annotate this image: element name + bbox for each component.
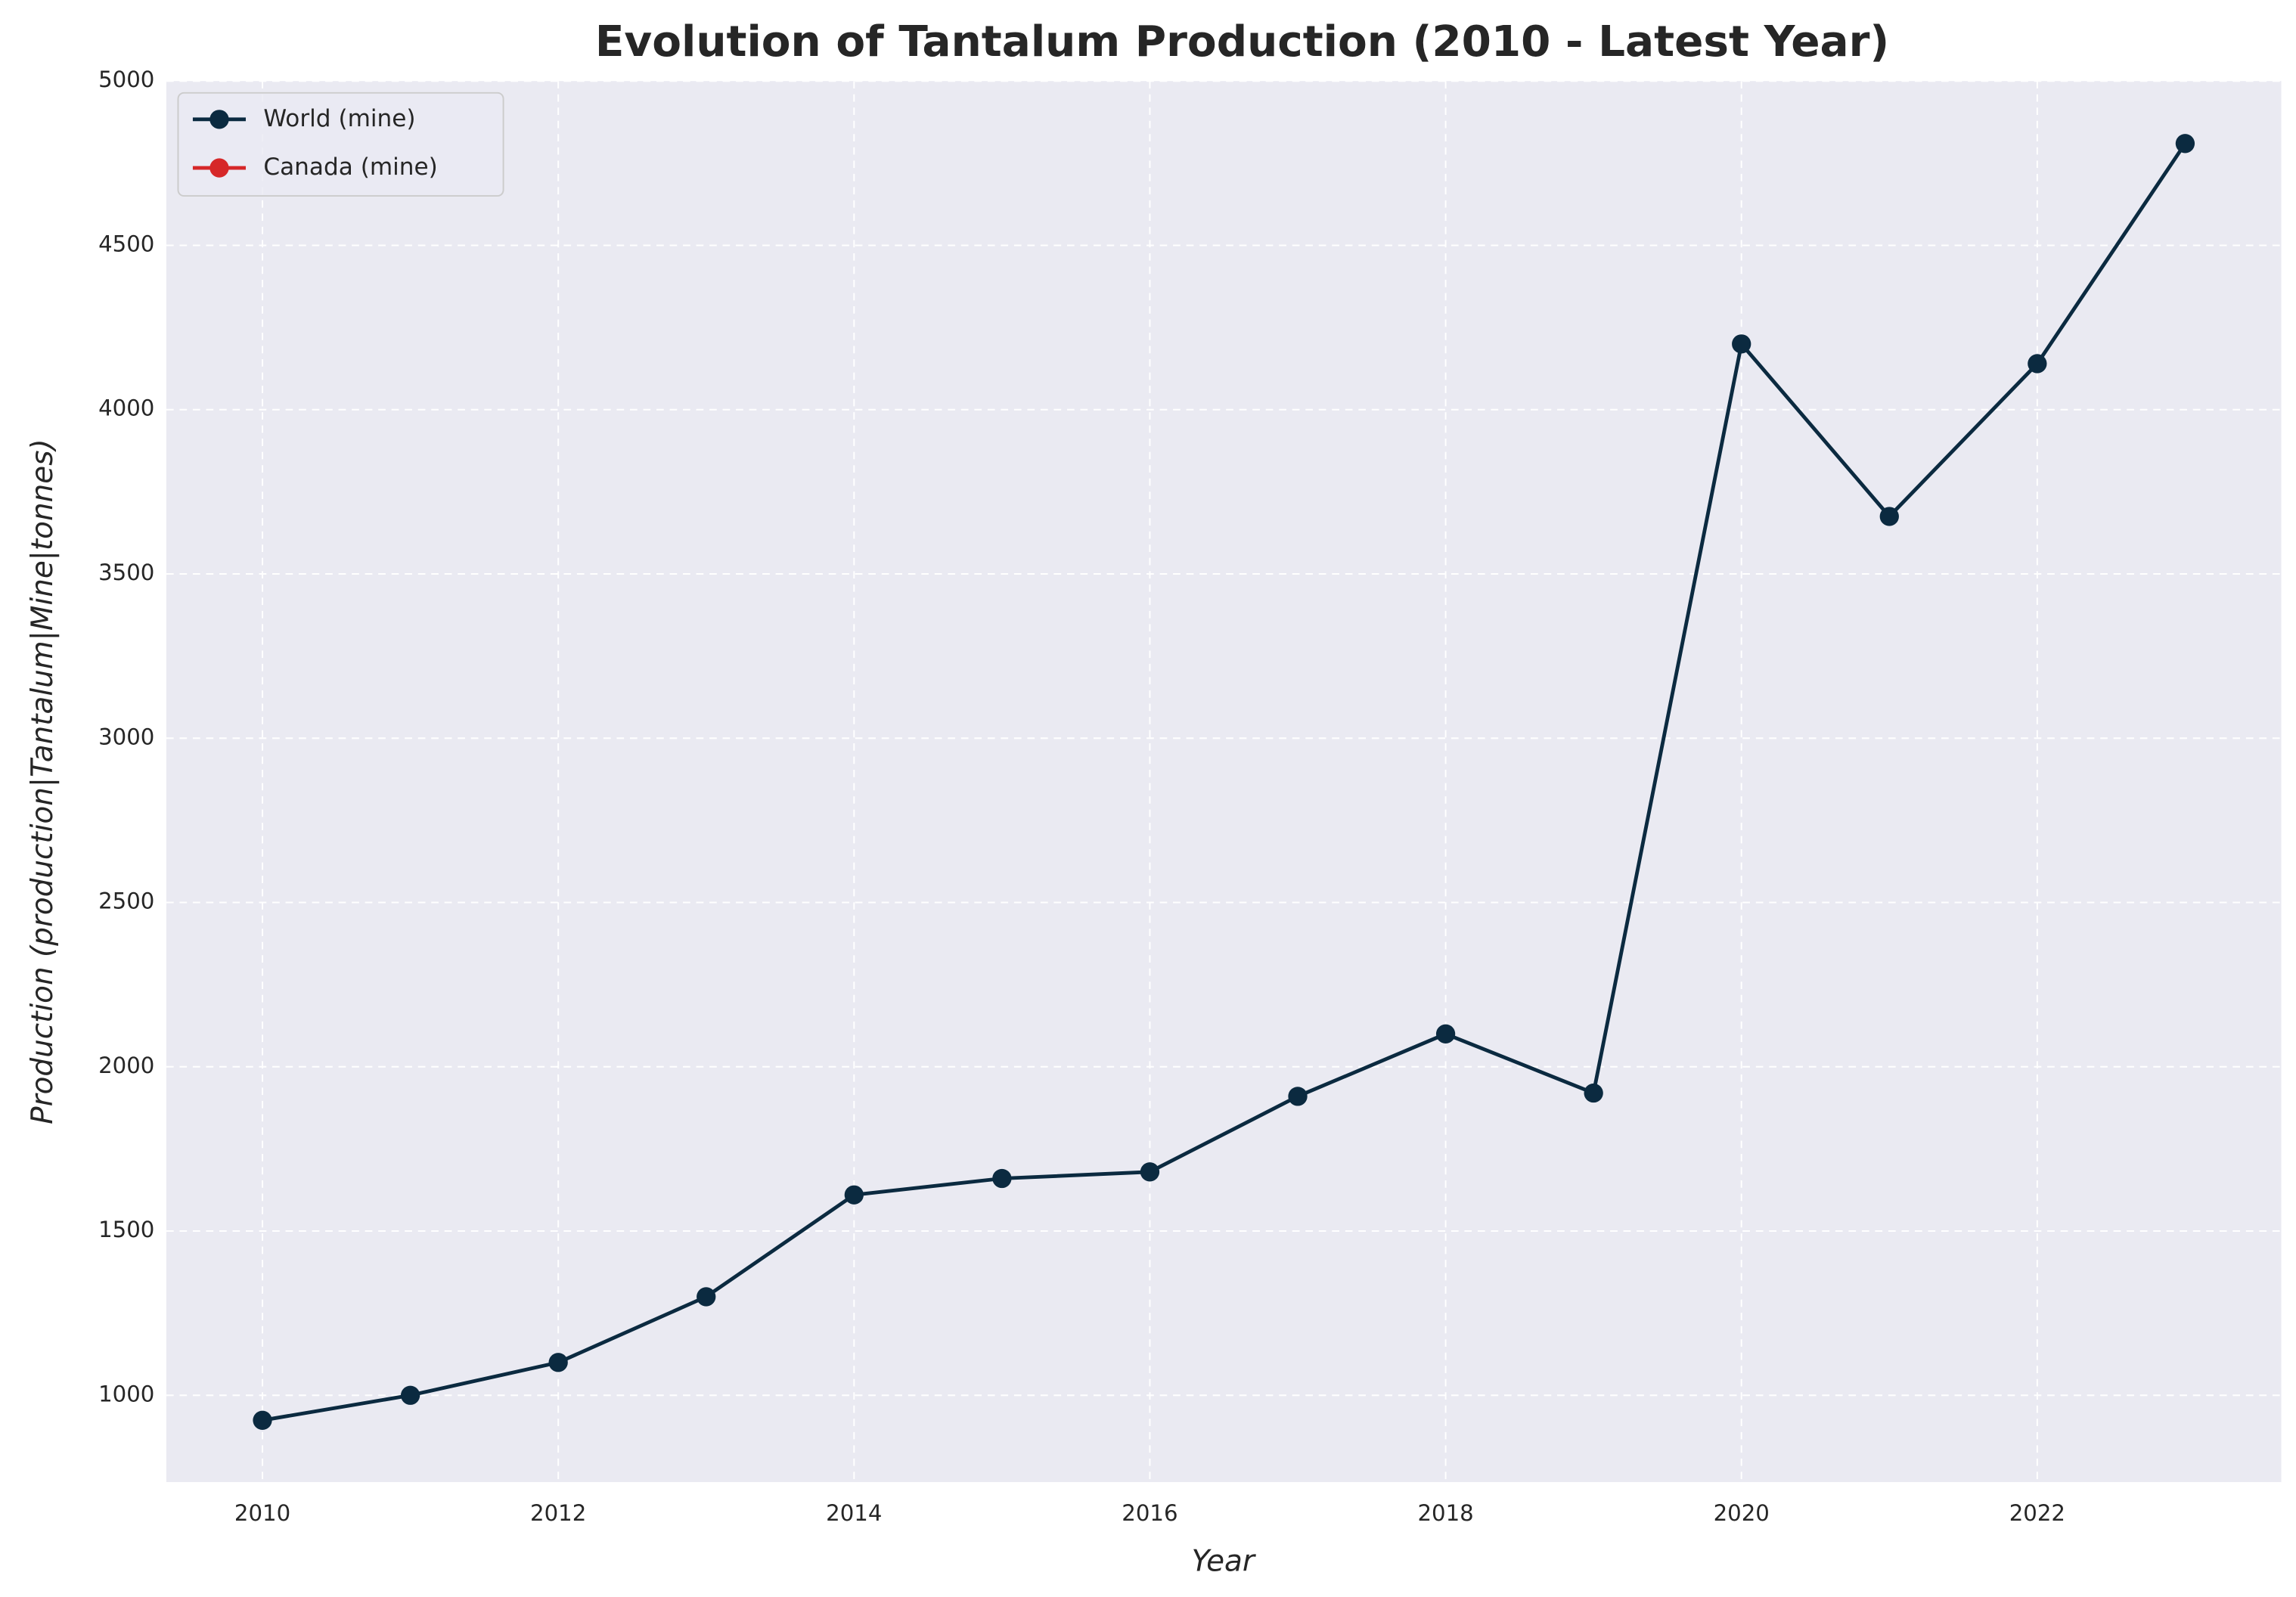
- y-tick-label: 4500: [98, 231, 154, 257]
- y-axis-label: Production (production|Tantalum|Mine|ton…: [26, 439, 60, 1124]
- legend-marker: [209, 158, 229, 178]
- x-tick-label: 2016: [1122, 1500, 1177, 1526]
- data-point: [253, 1410, 272, 1430]
- data-point: [1288, 1087, 1308, 1106]
- x-tick-label: 2022: [2009, 1500, 2065, 1526]
- y-tick-label: 1500: [98, 1217, 154, 1242]
- x-tick-label: 2014: [826, 1500, 882, 1526]
- data-point: [992, 1168, 1012, 1189]
- legend: World (mine) Canada (mine): [177, 91, 504, 197]
- chart-title: Evolution of Tantalum Production (2010 -…: [595, 17, 1889, 67]
- x-axis-label: Year: [1192, 1545, 1257, 1579]
- data-point: [2028, 354, 2047, 374]
- data-point: [697, 1287, 716, 1307]
- data-point: [1435, 1024, 1456, 1043]
- x-tick-label: 2010: [234, 1500, 290, 1526]
- y-tick-label: 2500: [98, 888, 154, 914]
- series-line: [262, 142, 2187, 1422]
- x-tick-label: 2018: [1417, 1500, 1473, 1526]
- legend-marker: [209, 110, 229, 129]
- legend-label: Canada (mine): [263, 153, 437, 181]
- data-point: [400, 1385, 420, 1405]
- y-tick-label: 2000: [98, 1053, 154, 1078]
- data-point: [1584, 1083, 1603, 1103]
- data-point: [1732, 334, 1751, 354]
- y-tick-label: 3500: [98, 560, 154, 585]
- data-point: [1140, 1162, 1160, 1182]
- y-tick-label: 5000: [98, 67, 154, 92]
- legend-label: World (mine): [263, 105, 415, 132]
- y-tick-label: 1000: [98, 1381, 154, 1406]
- legend-box: [177, 91, 504, 197]
- x-tick-label: 2012: [530, 1500, 586, 1526]
- y-tick-label: 3000: [98, 724, 154, 749]
- plot-area: [166, 81, 2282, 1482]
- y-tick-label: 4000: [98, 395, 154, 421]
- data-point: [2175, 134, 2195, 153]
- data-point: [844, 1185, 864, 1205]
- data-point: [1879, 507, 1899, 526]
- data-point: [548, 1353, 568, 1372]
- x-tick-label: 2020: [1714, 1500, 1770, 1526]
